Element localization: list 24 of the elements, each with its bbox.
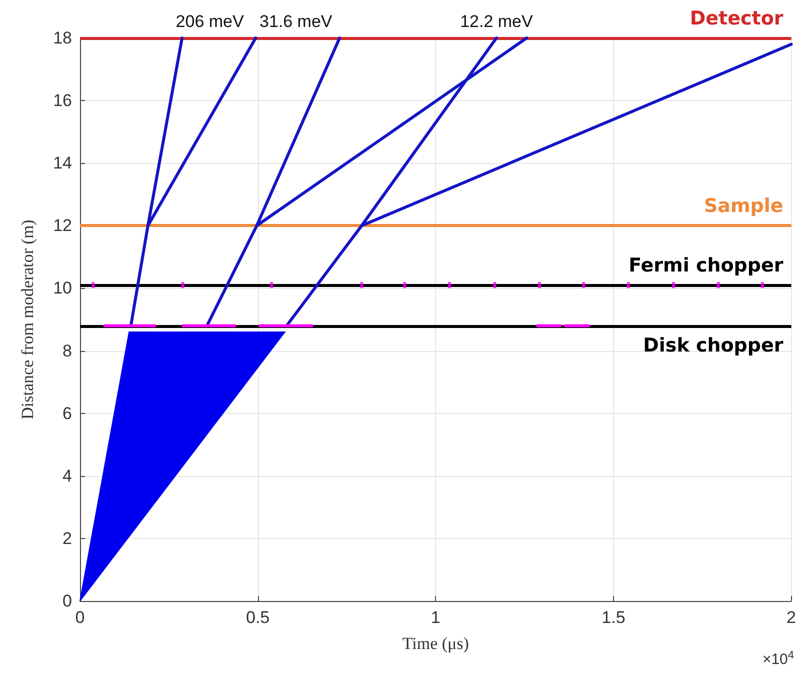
annotation: 31.6 meV (259, 12, 333, 31)
y-tick-label: 18 (53, 28, 72, 48)
x-tick-label: 2 (786, 608, 796, 627)
y-tick-label: 2 (62, 528, 72, 548)
ref-line-label: Sample (704, 195, 784, 218)
y-tick-label: 8 (62, 341, 72, 360)
x-axis-title: Time (μs) (402, 634, 469, 653)
ref-line-label: Disk chopper (643, 334, 784, 356)
x-tick-label: 1.5 (602, 608, 626, 627)
y-tick-label: 6 (62, 404, 72, 423)
x-tick-label: 0.5 (246, 608, 270, 627)
y-tick-label: 16 (53, 91, 72, 110)
y-tick-label: 10 (53, 278, 72, 298)
annotation: 12.2 meV (460, 12, 534, 31)
annotation: 206 meV (176, 12, 244, 31)
y-axis-title: Distance from moderator (m) (18, 220, 37, 420)
ref-line-label: Detector (690, 8, 784, 30)
y-tick-label: 0 (62, 592, 72, 610)
y-tick-label: 12 (53, 216, 72, 236)
y-tick-label: 4 (62, 466, 72, 486)
x-tick-label: 1 (430, 608, 440, 627)
x-tick-label: 0 (75, 608, 85, 627)
y-tick-label: 14 (53, 154, 72, 173)
ref-line-label: Fermi chopper (628, 254, 784, 277)
